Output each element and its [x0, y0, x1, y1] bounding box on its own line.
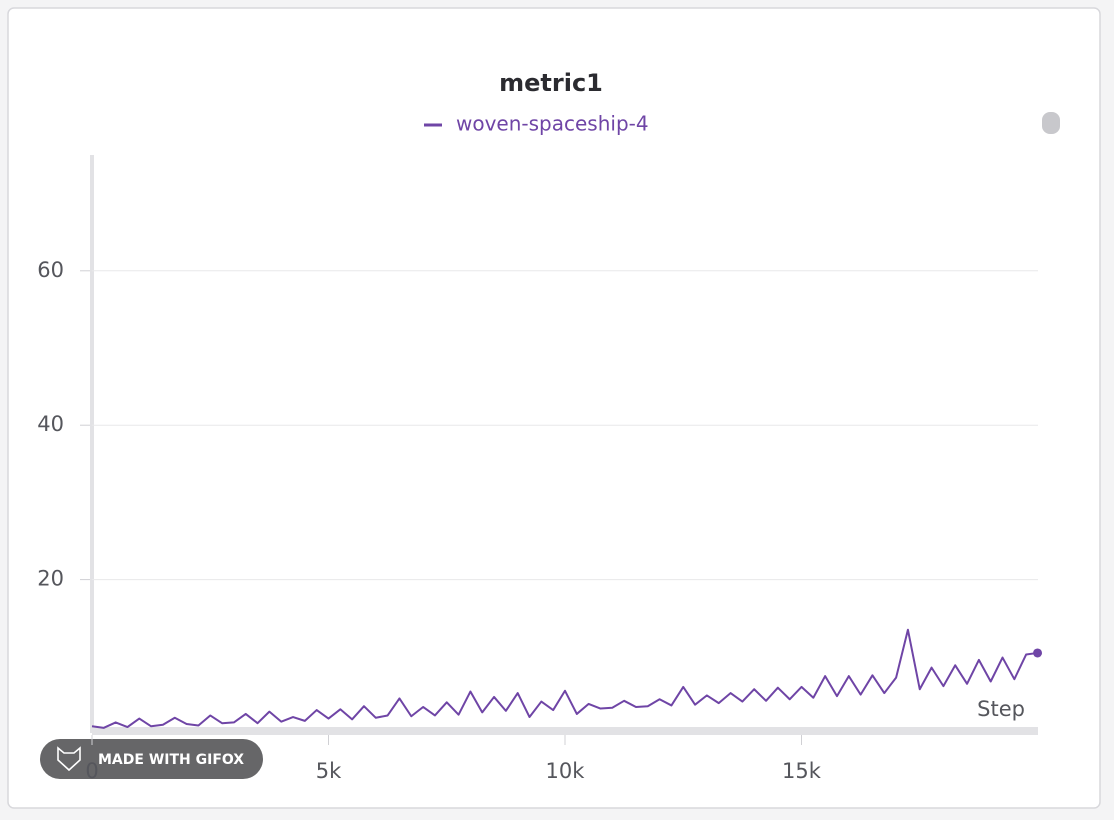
y-tick-label: 20: [37, 567, 64, 591]
plot-area: [91, 270, 1043, 729]
watermark-badge: [40, 739, 263, 779]
watermark-icon: [57, 746, 81, 772]
y-tick-label: 60: [37, 258, 64, 282]
card: [7, 7, 1101, 809]
legend-label[interactable]: woven-spaceship-4: [456, 112, 649, 136]
toggle-icon[interactable]: [1042, 112, 1060, 134]
x-axis-label: Step: [977, 697, 1025, 721]
series-line: [91, 628, 1038, 729]
x-tick-label: 10k: [546, 759, 586, 783]
x-tick-label: 15k: [782, 759, 822, 783]
last-point: [1033, 648, 1043, 658]
x-tick-label: 5k: [316, 759, 342, 783]
chart-title: metric1: [499, 69, 603, 97]
y-tick-label: 40: [37, 412, 64, 436]
watermark: MADE WITH GIFOX: [98, 752, 244, 768]
x-tick-label: 0: [85, 759, 98, 783]
